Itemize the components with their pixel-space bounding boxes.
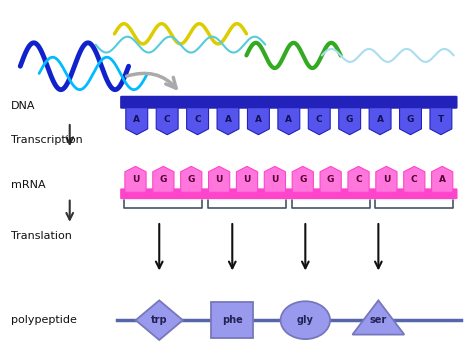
Polygon shape [404,166,425,192]
Polygon shape [264,166,285,192]
Polygon shape [126,108,148,135]
Polygon shape [237,166,257,192]
Polygon shape [308,108,330,135]
Polygon shape [369,108,391,135]
Text: U: U [383,175,390,184]
Circle shape [281,301,330,339]
Text: G: G [407,115,414,124]
Polygon shape [348,166,369,192]
Text: Transcription: Transcription [11,135,82,145]
Text: G: G [299,175,307,184]
Text: A: A [285,115,292,124]
Polygon shape [187,108,209,135]
Polygon shape [339,108,361,135]
Polygon shape [181,166,202,192]
Text: T: T [438,115,444,124]
Polygon shape [278,108,300,135]
Text: mRNA: mRNA [11,180,46,190]
Text: U: U [132,175,139,184]
Text: C: C [194,115,201,124]
FancyBboxPatch shape [120,188,457,199]
Polygon shape [153,166,174,192]
Polygon shape [247,108,269,135]
Text: C: C [164,115,171,124]
Text: A: A [255,115,262,124]
Text: U: U [243,175,251,184]
Text: G: G [327,175,334,184]
FancyBboxPatch shape [120,96,457,109]
Polygon shape [353,300,404,335]
Polygon shape [125,166,146,192]
Polygon shape [376,166,397,192]
Text: A: A [376,115,383,124]
Polygon shape [209,166,230,192]
Text: polypeptide: polypeptide [11,315,77,325]
Text: gly: gly [297,315,314,325]
Text: trp: trp [151,315,168,325]
Polygon shape [217,108,239,135]
Text: G: G [160,175,167,184]
Text: C: C [355,175,362,184]
Text: ser: ser [370,315,387,325]
Text: G: G [346,115,353,124]
Polygon shape [320,166,341,192]
Polygon shape [432,166,453,192]
Polygon shape [156,108,178,135]
Text: U: U [271,175,279,184]
Polygon shape [136,300,183,340]
Polygon shape [400,108,421,135]
Text: C: C [411,175,418,184]
Text: A: A [225,115,231,124]
Text: A: A [133,115,140,124]
Text: phe: phe [222,315,243,325]
Text: U: U [216,175,223,184]
Polygon shape [430,108,452,135]
Text: A: A [438,175,446,184]
FancyBboxPatch shape [211,302,254,338]
Text: DNA: DNA [11,101,36,111]
Text: Translation: Translation [11,231,72,241]
Text: C: C [316,115,323,124]
Text: G: G [188,175,195,184]
Polygon shape [292,166,313,192]
